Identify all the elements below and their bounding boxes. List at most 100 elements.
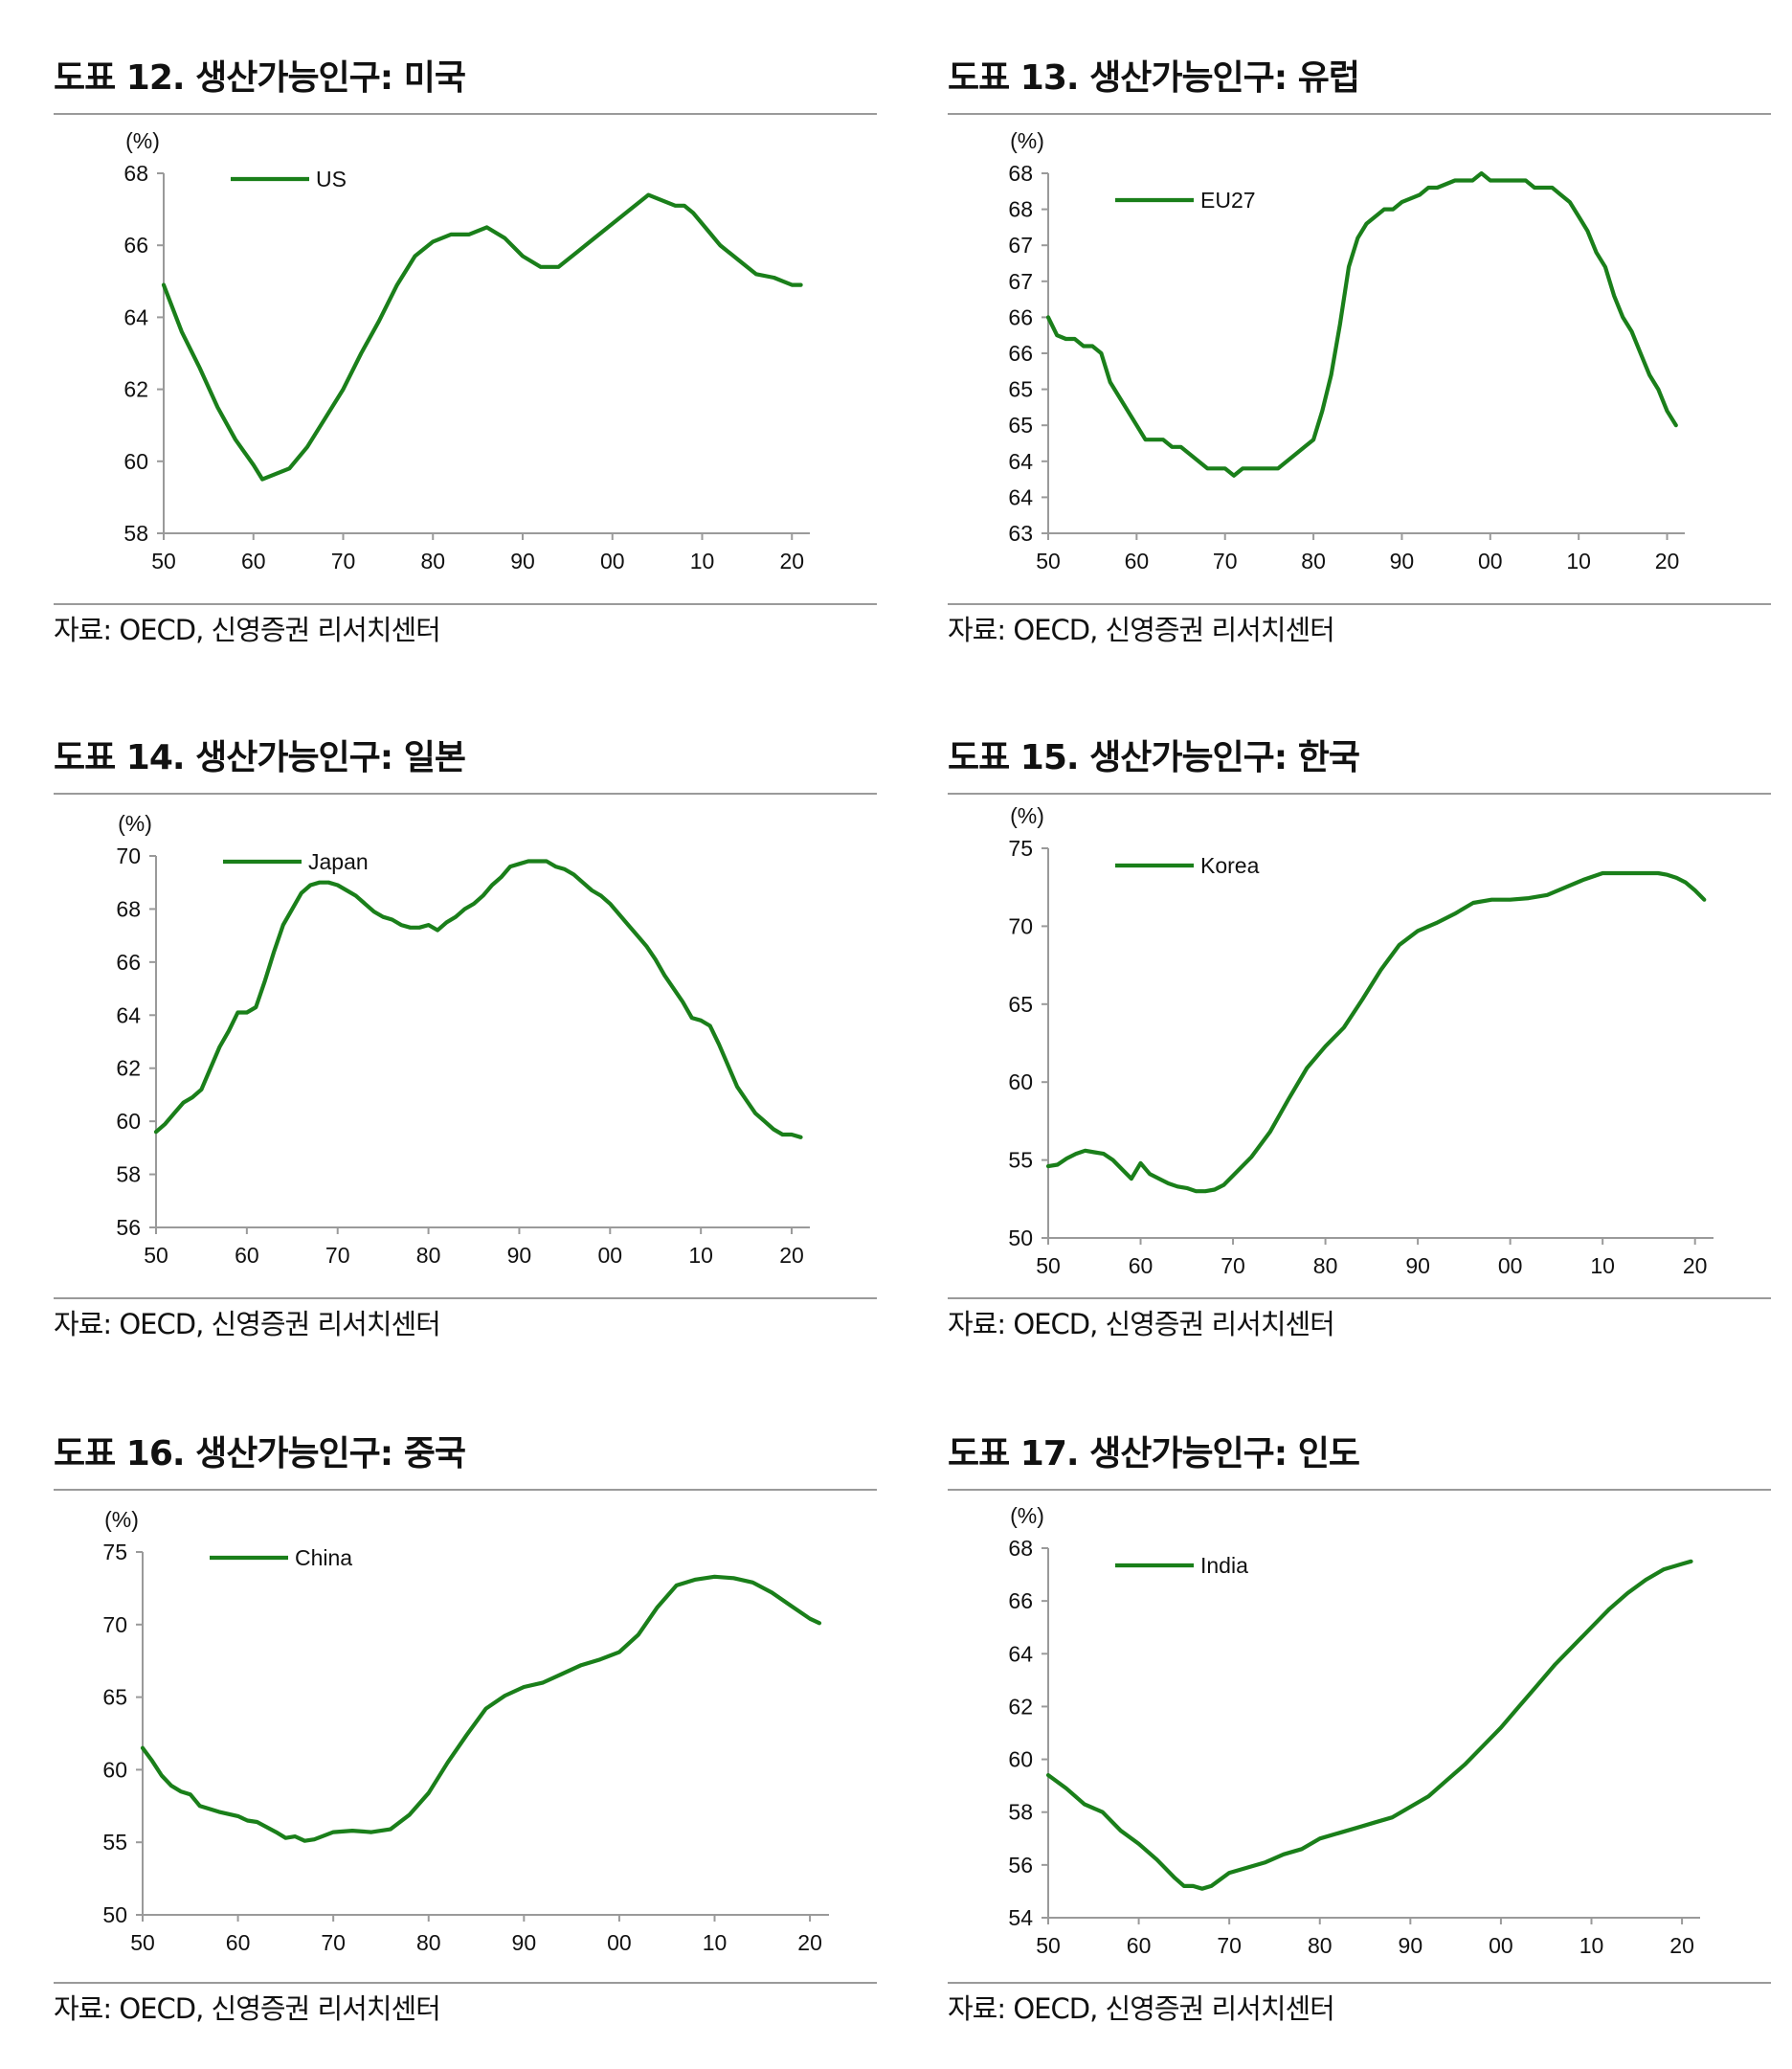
chart-title: 도표 15. 생산가능인구: 한국 — [948, 737, 1771, 795]
x-tick-label: 90 — [512, 1930, 537, 1955]
y-tick-label: 68 — [116, 896, 141, 921]
x-tick-label: 50 — [151, 549, 176, 573]
y-tick-label: 62 — [1008, 1694, 1033, 1719]
x-tick-label: 20 — [779, 1243, 804, 1268]
y-tick-label: 65 — [1008, 413, 1033, 438]
y-tick-label: 56 — [116, 1215, 141, 1240]
legend-label: US — [316, 167, 347, 191]
legend-label: Japan — [308, 849, 369, 874]
x-tick-label: 80 — [1301, 549, 1326, 573]
y-tick-label: 58 — [123, 521, 148, 546]
x-tick-label: 10 — [1566, 549, 1591, 573]
source-note: 자료: OECD, 신영증권 리서치센터 — [948, 603, 1771, 651]
x-tick-label: 80 — [1308, 1933, 1333, 1958]
legend-label: India — [1200, 1553, 1248, 1578]
x-tick-label: 00 — [1498, 1253, 1523, 1278]
y-axis-unit-label: (%) — [125, 128, 160, 153]
x-tick-label: 20 — [1683, 1253, 1708, 1278]
x-tick-label: 50 — [1036, 1253, 1061, 1278]
source-note: 자료: OECD, 신영증권 리서치센터 — [948, 1982, 1771, 2030]
series-line — [153, 859, 803, 1139]
y-tick-label: 60 — [123, 449, 148, 474]
y-tick-label: 64 — [1008, 449, 1033, 474]
x-tick-label: 60 — [226, 1930, 251, 1955]
x-tick-label: 10 — [703, 1930, 728, 1955]
x-tick-label: 90 — [507, 1243, 532, 1268]
y-tick-label: 63 — [1008, 521, 1033, 546]
x-tick-label: 60 — [1125, 549, 1150, 573]
chart-panel-japan: 도표 14. 생산가능인구: 일본 56 58 60 62 64 66 68 70 50 60 70… — [54, 737, 877, 1340]
y-tick-label: 60 — [1008, 1069, 1033, 1094]
x-tick-label: 20 — [797, 1930, 822, 1955]
x-tick-label: 70 — [1213, 549, 1238, 573]
x-tick-label: 70 — [331, 549, 356, 573]
chart-title: 도표 17. 생산가능인구: 인도 — [948, 1433, 1771, 1491]
x-tick-label: 60 — [241, 549, 266, 573]
chart-title: 도표 12. 생산가능인구: 미국 — [54, 57, 877, 115]
y-axis-unit-label: (%) — [1010, 1503, 1044, 1528]
x-tick-label: 20 — [1669, 1933, 1694, 1958]
x-tick-label: 90 — [1390, 549, 1415, 573]
y-tick-label: 65 — [102, 1685, 127, 1710]
y-tick-label: 55 — [1008, 1148, 1033, 1173]
y-axis-unit-label: (%) — [1010, 803, 1044, 828]
source-note: 자료: OECD, 신영증권 리서치센터 — [54, 1297, 877, 1345]
line-chart-korea: 50 55 60 65 70 75 50 60 70 80 90 00 10 20 (%) Korea — [1008, 803, 1714, 1278]
source-note: 자료: OECD, 신영증권 리서치센터 — [54, 1982, 877, 2030]
y-tick-label: 68 — [1008, 197, 1033, 222]
legend-label: EU27 — [1200, 188, 1256, 213]
x-tick-label: 70 — [321, 1930, 346, 1955]
line-chart-japan: 56 58 60 62 64 66 68 70 50 60 70 80 90 00 10 20 (%) Japan — [116, 811, 810, 1268]
y-tick-label: 65 — [1008, 992, 1033, 1017]
series-line — [1045, 870, 1707, 1194]
x-tick-label: 10 — [1590, 1253, 1615, 1278]
chart-title: 도표 16. 생산가능인구: 중국 — [54, 1433, 877, 1491]
x-tick-label: 00 — [600, 549, 625, 573]
x-tick-label: 10 — [690, 549, 715, 573]
y-tick-label: 64 — [1008, 1641, 1033, 1666]
x-tick-label: 80 — [420, 549, 445, 573]
y-tick-label: 50 — [102, 1902, 127, 1927]
y-tick-label: 70 — [102, 1612, 127, 1637]
x-tick-label: 90 — [1399, 1933, 1423, 1958]
x-tick-label: 90 — [1405, 1253, 1430, 1278]
x-tick-label: 50 — [130, 1930, 155, 1955]
y-tick-label: 60 — [1008, 1747, 1033, 1772]
line-chart-china: 50 55 60 65 70 75 50 60 70 80 90 00 10 20 (%) China — [102, 1507, 829, 1955]
x-tick-label: 80 — [416, 1930, 441, 1955]
x-tick-label: 20 — [1655, 549, 1680, 573]
y-tick-label: 75 — [102, 1540, 127, 1564]
line-chart-india: 54 56 58 60 62 64 66 68 50 60 70 80 90 00 10 20 (%) India — [1008, 1503, 1700, 1958]
y-tick-label: 70 — [116, 843, 141, 868]
x-tick-label: 60 — [1127, 1933, 1152, 1958]
source-note: 자료: OECD, 신영증권 리서치센터 — [54, 603, 877, 651]
chart-title: 도표 13. 생산가능인구: 유럽 — [948, 57, 1771, 115]
y-tick-label: 58 — [1008, 1800, 1033, 1825]
legend-label: China — [295, 1545, 352, 1570]
y-tick-label: 62 — [123, 377, 148, 402]
source-note: 자료: OECD, 신영증권 리서치센터 — [948, 1297, 1771, 1345]
x-tick-label: 00 — [1478, 549, 1503, 573]
y-tick-label: 68 — [1008, 161, 1033, 186]
series-line — [140, 1574, 822, 1843]
chart-panel-us: 도표 12. 생산가능인구: 미국 58 60 62 64 66 68 50 60 70 80 90… — [54, 57, 877, 651]
line-chart-us: 58 60 62 64 66 68 50 60 70 80 90 00 10 20 (%) US — [123, 128, 810, 573]
x-tick-label: 70 — [1217, 1933, 1242, 1958]
y-tick-label: 64 — [116, 1002, 141, 1027]
y-axis-unit-label: (%) — [118, 811, 152, 836]
x-tick-label: 50 — [1036, 549, 1061, 573]
y-tick-label: 68 — [1008, 1536, 1033, 1561]
y-tick-label: 62 — [116, 1056, 141, 1081]
x-tick-label: 70 — [1221, 1253, 1245, 1278]
x-tick-label: 90 — [510, 549, 535, 573]
chart-panel-china: 도표 16. 생산가능인구: 중국 50 55 60 65 70 75 50 60 70 80 90… — [54, 1433, 877, 2036]
x-tick-label: 20 — [779, 549, 804, 573]
y-tick-label: 58 — [116, 1162, 141, 1187]
chart-panel-korea: 도표 15. 생산가능인구: 한국 50 55 60 65 70 75 50 60 70 80 90… — [948, 737, 1771, 1340]
y-tick-label: 66 — [1008, 304, 1033, 329]
x-tick-label: 10 — [1579, 1933, 1604, 1958]
x-tick-label: 60 — [1129, 1253, 1154, 1278]
y-tick-label: 66 — [1008, 341, 1033, 366]
y-axis-unit-label: (%) — [1010, 128, 1044, 153]
x-tick-label: 10 — [688, 1243, 713, 1268]
